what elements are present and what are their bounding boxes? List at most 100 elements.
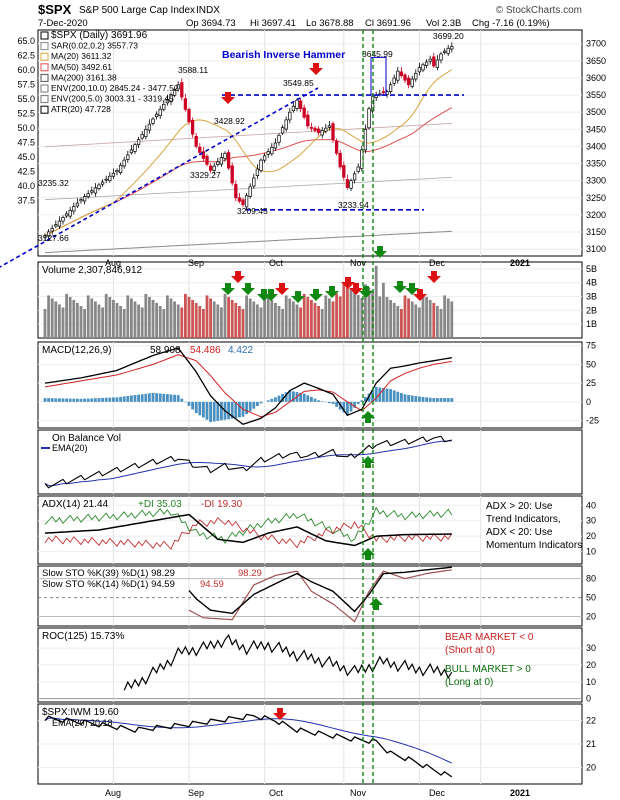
atr-tick-label: 60.0 — [17, 65, 35, 75]
candle-body — [302, 107, 306, 118]
macd-histogram-bar — [155, 393, 158, 402]
price-tick-label: 3250 — [586, 193, 606, 203]
candle-body — [273, 142, 278, 149]
volume-bar — [266, 296, 270, 338]
macd-histogram-bar — [299, 392, 302, 402]
macd-tick-label: 25 — [586, 378, 596, 388]
volume-bar — [202, 308, 205, 338]
annotation-bearish-hammer: Bearish Inverse Hammer — [222, 49, 345, 61]
arrow-down-icon — [359, 286, 373, 298]
macd-histogram-bar — [346, 401, 349, 416]
volume-bar — [313, 302, 317, 338]
candle-body — [176, 84, 180, 90]
minus-di-line — [44, 517, 453, 551]
candle-body — [129, 149, 134, 154]
sto-panel: 80 50 20 Slow STO %K(39) %D(1) 98.29 98.29 Sl… — [38, 566, 596, 623]
plus-di-line — [44, 506, 453, 544]
candle-body — [169, 94, 173, 103]
atr-tick-label: 62.5 — [17, 51, 35, 61]
sto-tick-label: 80 — [586, 574, 596, 584]
atr-tick-label: 52.5 — [17, 109, 35, 119]
ratio-title: $SPX:IWM 19.60 — [42, 707, 119, 718]
volume-bar — [54, 301, 58, 338]
volume-tick-label: 5B — [586, 264, 597, 274]
x-label-bottom: Nov — [350, 788, 367, 798]
candle-body — [320, 130, 324, 136]
candle-body — [162, 104, 166, 110]
candle-body — [237, 197, 242, 202]
volume-bar — [342, 282, 346, 338]
symbol: $SPX — [38, 2, 72, 17]
legend-entry: ENV(200,10.0) 2845.24 - 3477.52 — [51, 83, 179, 93]
volume-bar — [284, 295, 288, 338]
macd-histogram-bar — [328, 401, 331, 404]
volume-bar — [241, 308, 245, 338]
volume-bar — [61, 307, 65, 338]
volume-bar — [104, 293, 108, 338]
macd-histogram-bar — [94, 398, 97, 402]
volume-bar — [306, 296, 310, 338]
candle-body — [410, 78, 414, 87]
candle-body — [64, 213, 69, 217]
volume-bar — [389, 299, 392, 338]
macd-histogram-bar — [86, 398, 90, 402]
arrow-down-icon — [231, 271, 245, 283]
candle-body — [403, 74, 407, 81]
candle-body — [208, 165, 213, 171]
atr-tick-label: 57.5 — [17, 80, 35, 90]
macd-histogram-bar — [122, 396, 126, 402]
atr-tick-label: 42.5 — [17, 167, 35, 177]
volume-bar — [349, 288, 353, 338]
exchange: INDX — [196, 5, 220, 16]
macd-histogram-bar — [176, 395, 180, 402]
macd-tick-label: 75 — [586, 341, 596, 351]
macd-histogram-bar — [43, 398, 47, 402]
macd-histogram-bar — [194, 401, 198, 414]
price-annotation: 3329.27 — [190, 170, 221, 180]
candle-body — [190, 119, 195, 135]
volume-bar — [173, 301, 176, 338]
candle-body — [414, 73, 418, 80]
candle-body — [450, 46, 454, 50]
obv-title: On Balance Vol — [52, 433, 121, 444]
roc-tick-label: 10 — [586, 677, 596, 687]
macd-histogram-bar — [191, 401, 194, 410]
macd-histogram-bar — [446, 398, 450, 402]
candle-body — [417, 67, 422, 73]
volume-bar — [94, 301, 97, 338]
volume-bar — [385, 296, 389, 338]
macd-tick-label: 0 — [586, 397, 591, 407]
candle-body — [205, 155, 209, 165]
volume-bar — [180, 307, 184, 338]
macd-histogram-bar — [166, 394, 169, 402]
price-tick-label: 3600 — [586, 73, 606, 83]
x-label-top: Oct — [269, 258, 284, 268]
macd-histogram-bar — [140, 394, 144, 402]
date: 7-Dec-2020 — [38, 18, 88, 29]
macd-histogram-bar — [61, 398, 65, 402]
macd-histogram-bar — [425, 397, 428, 402]
arrow-down-icon — [349, 283, 363, 295]
macd-histogram-bar — [148, 393, 151, 402]
candle-body — [126, 154, 130, 160]
candle-body — [446, 47, 450, 54]
price-tick-label: 3700 — [586, 39, 606, 49]
bear-note-1: BEAR MARKET < 0 — [445, 632, 534, 643]
ratio-ema-line — [44, 717, 453, 764]
macd-histogram-bar — [302, 393, 306, 402]
volume-bar — [90, 298, 94, 338]
legend-swatch — [40, 84, 49, 93]
roc-tick-label: 30 — [586, 643, 596, 653]
volume-bar — [252, 301, 256, 338]
macd-title: MACD(12,26,9) — [42, 345, 111, 356]
candle-body — [352, 173, 357, 181]
candle-body — [140, 134, 144, 139]
candle-body — [363, 128, 368, 151]
macd-histogram-bar — [331, 401, 335, 405]
macd-histogram-bar — [108, 397, 112, 402]
x-label-top: Dec — [429, 258, 446, 268]
macd-histogram-bar — [115, 397, 119, 402]
macd-histogram-bar — [230, 401, 234, 419]
macd-histogram-bar — [90, 398, 94, 402]
adx-note-line: Momentum Indicators — [486, 540, 582, 551]
